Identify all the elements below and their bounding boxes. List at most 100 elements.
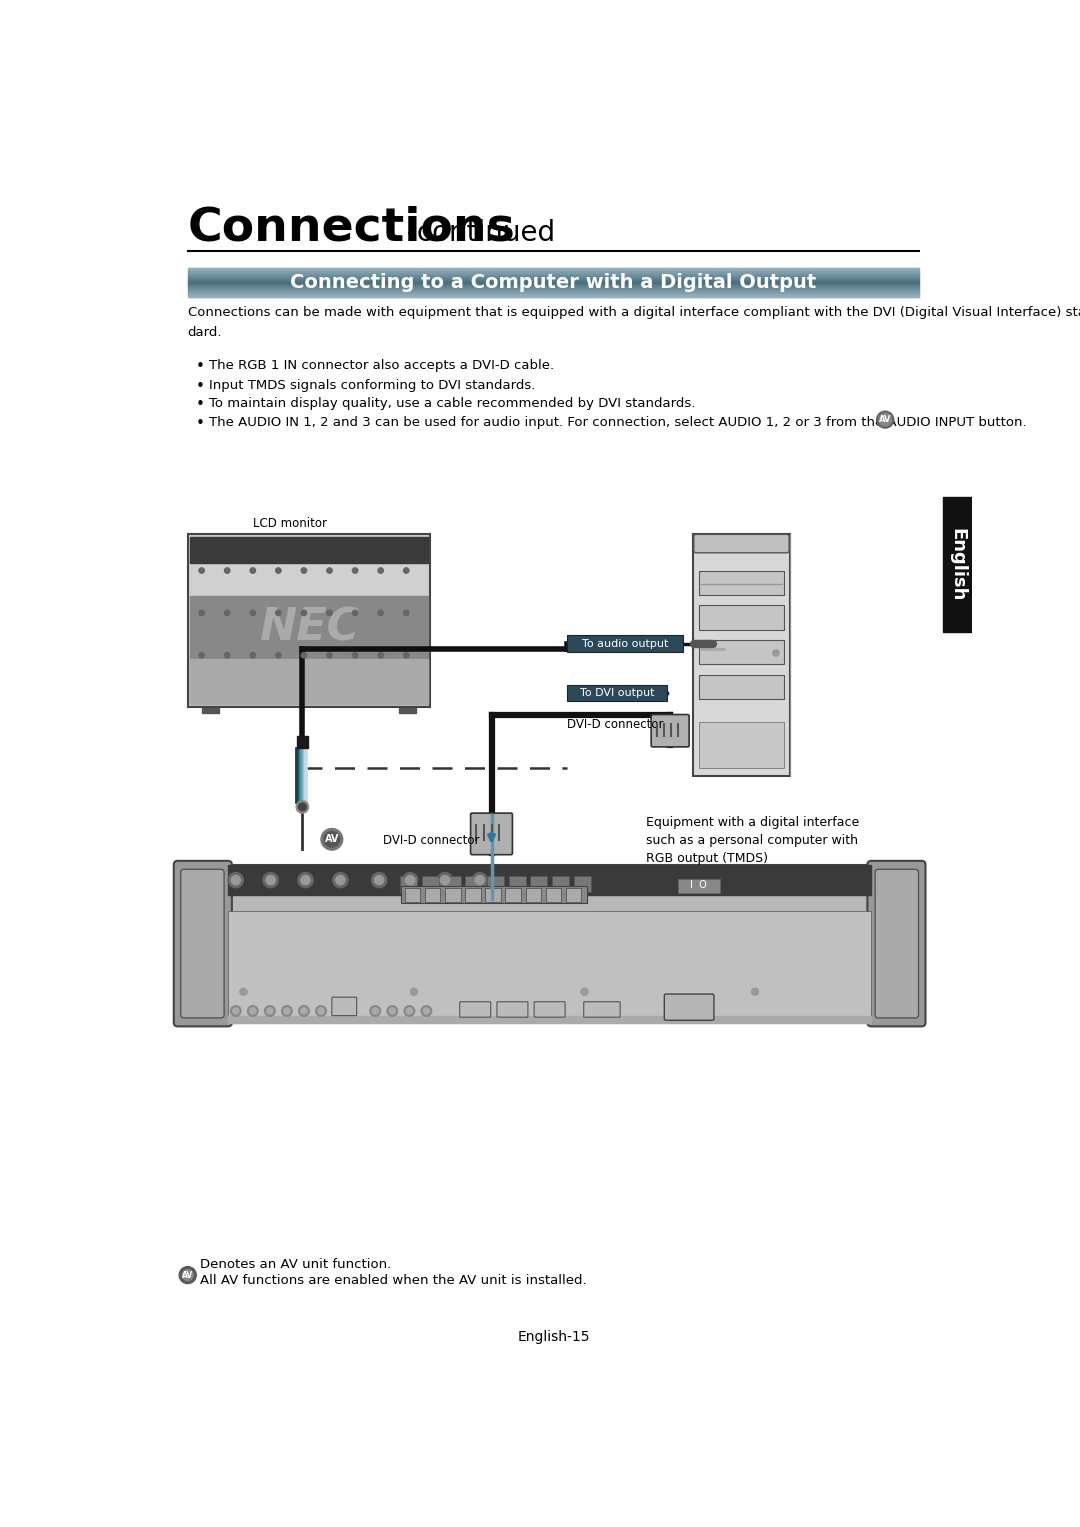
Text: •: • [195,359,204,374]
FancyBboxPatch shape [664,994,714,1020]
Circle shape [225,611,230,615]
Circle shape [321,829,342,851]
Text: Connections: Connections [188,206,515,250]
Bar [530,876,548,892]
Bar [400,707,416,713]
FancyBboxPatch shape [583,1002,620,1017]
Circle shape [298,872,313,887]
Circle shape [301,568,307,573]
Bar [190,596,428,704]
Circle shape [231,875,241,884]
FancyBboxPatch shape [567,684,667,701]
Circle shape [247,1006,258,1017]
FancyBboxPatch shape [497,1002,528,1017]
Circle shape [301,611,307,615]
Circle shape [251,611,256,615]
Circle shape [378,611,383,615]
Circle shape [336,875,345,884]
Circle shape [266,875,275,884]
Bar [509,876,526,892]
Bar [465,876,482,892]
Bar [228,912,872,1023]
Bar [202,707,218,713]
Bar [190,538,428,563]
Bar [573,876,591,892]
Text: Equipment with a digital interface
such as a personal computer with
RGB output (: Equipment with a digital interface such … [647,815,860,866]
FancyBboxPatch shape [693,533,789,776]
Text: Input TMDS signals conforming to DVI standards.: Input TMDS signals conforming to DVI sta… [210,379,536,392]
Circle shape [199,611,204,615]
Circle shape [373,1008,378,1014]
Circle shape [404,1006,415,1017]
Text: To maintain display quality, use a cable recommended by DVI standards.: To maintain display quality, use a cable… [210,397,696,411]
Bar [485,887,501,901]
Bar [552,876,569,892]
Circle shape [296,800,309,812]
Bar [422,876,438,892]
Text: All AV functions are enabled when the AV unit is installed.: All AV functions are enabled when the AV… [200,1275,586,1287]
Circle shape [352,611,357,615]
Circle shape [251,652,256,658]
Circle shape [199,568,204,573]
Circle shape [751,988,759,996]
Text: To audio output: To audio output [582,638,669,649]
Circle shape [879,414,891,426]
Circle shape [228,872,243,887]
Text: AV: AV [879,415,891,425]
Bar [699,722,784,768]
Circle shape [265,1006,275,1017]
Circle shape [423,1008,430,1014]
Circle shape [298,803,307,811]
Circle shape [404,611,409,615]
Circle shape [251,568,256,573]
Bar [699,605,784,629]
Bar [177,864,921,1023]
Circle shape [282,1006,293,1017]
FancyBboxPatch shape [651,715,689,747]
Circle shape [406,1008,413,1014]
Circle shape [327,611,333,615]
Bar [297,736,308,748]
Bar [545,887,562,901]
Text: DVI-D connector: DVI-D connector [567,718,664,730]
Circle shape [267,1008,273,1014]
Bar [190,660,428,704]
Circle shape [262,872,279,887]
Circle shape [369,1006,380,1017]
Circle shape [410,988,418,996]
FancyBboxPatch shape [180,869,225,1019]
Circle shape [298,1006,309,1017]
Circle shape [441,875,449,884]
Text: •: • [195,397,204,412]
Text: •: • [195,415,204,431]
Circle shape [404,652,409,658]
Bar [400,876,417,892]
Circle shape [275,568,281,573]
Bar [228,864,872,895]
Circle shape [389,1008,395,1014]
Circle shape [472,872,488,887]
FancyBboxPatch shape [460,1002,490,1017]
Circle shape [324,832,339,847]
Text: The RGB 1 IN connector also accepts a DVI-D cable.: The RGB 1 IN connector also accepts a DV… [210,359,554,371]
Bar [699,640,784,664]
Text: The AUDIO IN 1, 2 and 3 can be used for audio input. For connection, select AUDI: The AUDIO IN 1, 2 and 3 can be used for … [210,415,1027,429]
Bar [445,887,460,901]
Circle shape [773,651,779,657]
FancyBboxPatch shape [188,533,430,707]
Circle shape [421,1006,432,1017]
Circle shape [225,652,230,658]
Text: NEC: NEC [259,606,360,649]
Bar [424,887,441,901]
FancyBboxPatch shape [332,997,356,1015]
Bar [228,1017,872,1023]
Circle shape [437,872,453,887]
Bar [405,887,420,901]
Bar [566,887,581,901]
Circle shape [275,611,281,615]
Bar [505,887,521,901]
FancyBboxPatch shape [174,861,232,1026]
Bar [943,498,972,632]
Circle shape [475,875,485,884]
Bar [401,886,586,902]
